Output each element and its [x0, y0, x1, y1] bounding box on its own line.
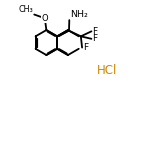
Text: O: O	[41, 14, 48, 23]
Text: CH₃: CH₃	[19, 5, 33, 14]
Text: HCl: HCl	[97, 64, 117, 77]
Text: F: F	[83, 43, 88, 52]
Text: NH₂: NH₂	[70, 10, 88, 19]
Text: F: F	[92, 27, 97, 36]
Text: F: F	[92, 34, 97, 43]
